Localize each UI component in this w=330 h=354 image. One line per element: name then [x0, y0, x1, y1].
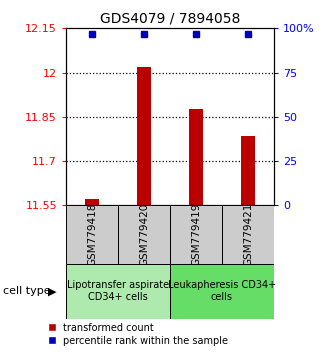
Title: GDS4079 / 7894058: GDS4079 / 7894058	[100, 12, 240, 26]
Text: Lipotransfer aspirate
CD34+ cells: Lipotransfer aspirate CD34+ cells	[67, 280, 169, 302]
Bar	[66, 264, 170, 319]
Bar	[66, 205, 118, 264]
Bar	[85, 199, 99, 205]
Text: cell type: cell type	[3, 286, 51, 296]
Bar	[241, 136, 255, 205]
Text: Leukapheresis CD34+
cells: Leukapheresis CD34+ cells	[168, 280, 276, 302]
Text: GSM779421: GSM779421	[243, 203, 253, 266]
Text: GSM779420: GSM779420	[139, 203, 149, 266]
Text: ▶: ▶	[48, 286, 56, 296]
Bar	[170, 205, 222, 264]
Bar	[170, 264, 274, 319]
Bar	[137, 67, 151, 205]
Text: GSM779418: GSM779418	[87, 203, 97, 266]
Text: GSM779419: GSM779419	[191, 203, 201, 266]
Bar	[222, 205, 274, 264]
Bar	[118, 205, 170, 264]
Bar	[189, 109, 203, 205]
Legend: transformed count, percentile rank within the sample: transformed count, percentile rank withi…	[48, 323, 228, 346]
